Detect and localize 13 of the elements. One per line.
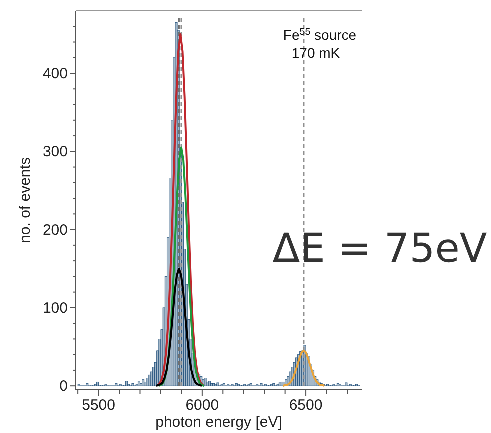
x-tick-label: 5500 — [82, 397, 116, 414]
x-tick-label: 6000 — [186, 397, 220, 414]
x-tick-label: 6500 — [289, 397, 323, 414]
annotation: Fe$^{55}$ source — [283, 26, 357, 43]
y-tick-label: 100 — [42, 300, 68, 317]
x-axis-title: photon energy [eV] — [156, 414, 282, 431]
y-tick-label: 400 — [42, 66, 68, 83]
annotation: ΔE = 75eV — [272, 226, 488, 272]
annotation: 170 mK — [292, 45, 341, 61]
y-axis-title: no. of events — [17, 158, 34, 244]
y-tick-label: 300 — [42, 144, 68, 161]
y-tick-label: 0 — [60, 378, 68, 396]
y-tick-label: 200 — [42, 222, 68, 239]
